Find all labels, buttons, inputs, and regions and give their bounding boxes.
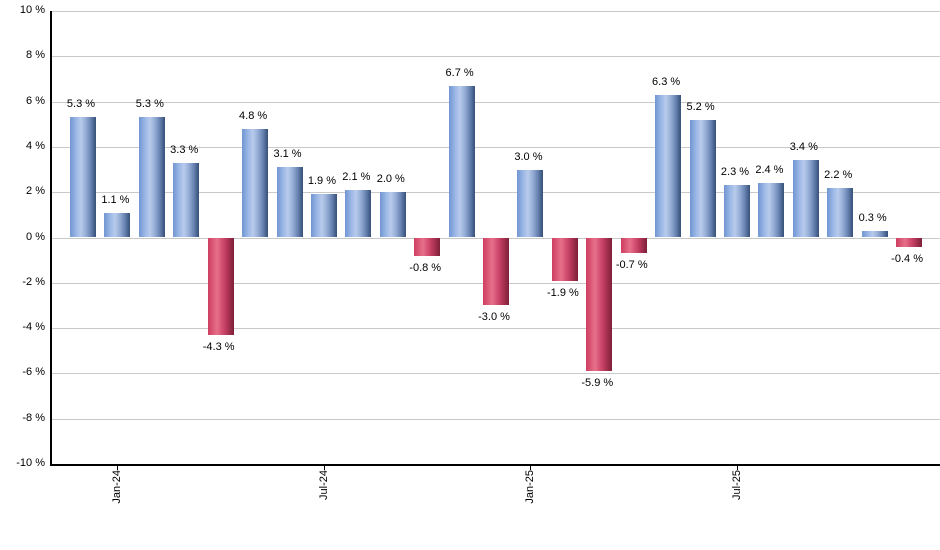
bar-value-label: 2.2 % (824, 168, 853, 181)
x-axis-tick-mark (323, 466, 325, 470)
bar-Feb-24 (138, 117, 165, 238)
y-axis-tick-label: -4 % (22, 321, 45, 334)
gridline (52, 11, 940, 12)
gridline (52, 56, 940, 58)
bar-value-label: 6.3 % (652, 75, 681, 88)
y-axis-tick-label: 6 % (26, 94, 45, 107)
bar-Jul-25 (723, 185, 750, 238)
bar-Nov-25 (861, 230, 888, 238)
bar-Dec-24 (483, 237, 510, 306)
gridline (52, 328, 940, 330)
bar-value-label: -1.9 % (546, 286, 579, 299)
bar-value-label: 2.1 % (342, 170, 371, 183)
bar-Nov-24 (448, 85, 475, 238)
x-axis-tick-mark (117, 466, 119, 470)
bar-value-label: 5.2 % (686, 100, 715, 113)
bar-value-label: 6.7 % (445, 66, 474, 79)
bar-value-label: -5.9 % (581, 377, 614, 390)
bar-value-label: 3.4 % (789, 141, 818, 154)
plot-area (50, 11, 940, 466)
bar-Jan-24 (104, 212, 131, 238)
y-axis-tick-label: -6 % (22, 366, 45, 379)
gridline (52, 418, 940, 420)
bar-Aug-25 (758, 183, 785, 238)
x-axis-tick-label: Jan-24 (111, 470, 124, 504)
gridline (52, 101, 940, 103)
bar-value-label: 3.3 % (170, 143, 199, 156)
bar-Oct-25 (827, 187, 854, 238)
x-axis-tick-mark (530, 466, 532, 470)
bar-Sep-24 (379, 192, 406, 238)
x-axis-tick-label: Jul-25 (730, 470, 743, 500)
gridline (52, 373, 940, 375)
bar-value-label: 2.0 % (376, 173, 405, 186)
bar-value-label: 3.1 % (273, 148, 302, 161)
x-axis-tick-label: Jul-24 (317, 470, 330, 500)
x-axis-tick-label: Jan-25 (524, 470, 537, 504)
bar-May-24 (242, 128, 269, 238)
bar-Jun-25 (689, 119, 716, 238)
bar-Apr-24 (207, 237, 234, 335)
x-axis-tick-mark (736, 466, 738, 470)
bar-value-label: 2.3 % (720, 166, 750, 179)
bar-value-label: 1.9 % (307, 175, 337, 188)
bar-May-25 (655, 94, 682, 238)
y-axis-tick-label: 2 % (26, 185, 45, 198)
gridline (52, 192, 940, 194)
gridline (52, 146, 940, 148)
y-axis-tick-label: -10 % (16, 457, 45, 469)
y-axis-tick-label: 10 % (19, 4, 45, 16)
bar-value-label: 1.1 % (101, 193, 130, 206)
bar-value-label: 3.0 % (514, 150, 543, 163)
bar-Oct-24 (414, 237, 441, 256)
y-axis-tick-label: 4 % (26, 139, 45, 152)
bar-Mar-24 (173, 162, 200, 238)
bar-Sep-25 (792, 160, 819, 238)
bar-value-label: 2.4 % (755, 164, 784, 177)
bar-value-label: -0.7 % (615, 259, 648, 272)
bar-value-label: 4.8 % (239, 109, 268, 122)
bar-Dec-23 (70, 117, 96, 238)
bar-Jan-25 (517, 169, 544, 238)
bar-Dec-25 (896, 237, 923, 247)
bar-Jul-24 (310, 194, 337, 238)
bar-value-label: -0.4 % (891, 252, 923, 265)
bar-value-label: -4.3 % (202, 340, 235, 353)
bar-value-label: 0.3 % (858, 211, 887, 224)
bar-value-label: 5.3 % (135, 98, 164, 111)
bar-value-label: -0.8 % (409, 261, 442, 274)
y-axis-tick-label: 0 % (26, 230, 45, 243)
bar-Jun-24 (276, 167, 303, 238)
bar-value-label: 5.3 % (66, 98, 96, 111)
bar-value-label: -3.0 % (478, 311, 510, 324)
bar-Apr-25 (620, 237, 647, 254)
bar-Aug-24 (345, 189, 372, 238)
y-axis-tick-label: -2 % (22, 275, 45, 288)
bar-Feb-25 (551, 237, 578, 281)
y-axis-tick-label: 8 % (26, 49, 45, 62)
bar-Mar-25 (586, 237, 613, 372)
y-axis-tick-label: -8 % (22, 411, 45, 424)
